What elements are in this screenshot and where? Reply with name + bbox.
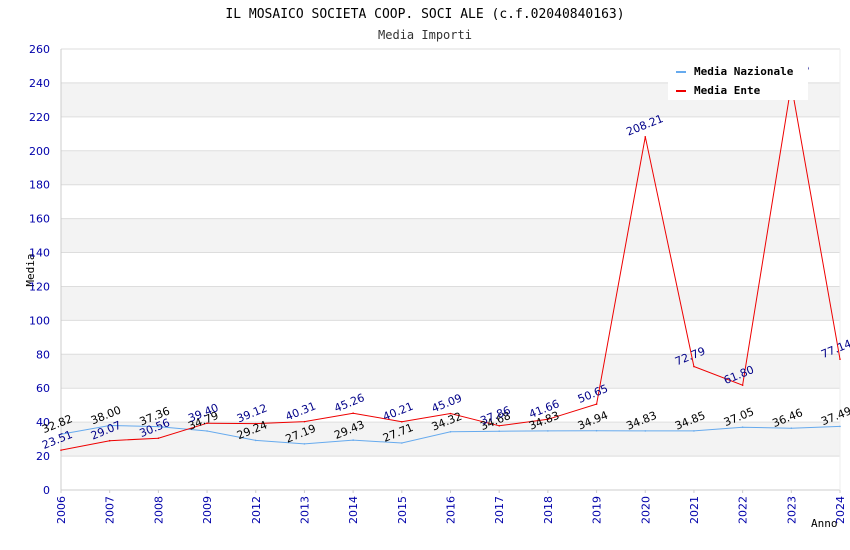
data-point-media-nazionale [303, 443, 306, 445]
x-tick-label: 2017 [493, 496, 506, 524]
x-axis-label: Anno [811, 517, 838, 530]
data-point-media-ente [352, 412, 354, 415]
data-point-media-nazionale [741, 426, 744, 428]
data-point-media-nazionale [401, 442, 403, 444]
x-tick-label: 2008 [152, 496, 165, 524]
data-point-media-nazionale [254, 439, 257, 442]
data-point-media-nazionale [352, 439, 354, 441]
plot-band [61, 218, 840, 253]
data-point-media-nazionale [108, 424, 111, 427]
plot-band [61, 150, 840, 185]
plot-band [61, 320, 840, 355]
series-group [60, 83, 841, 451]
x-tick-label: 2015 [396, 496, 409, 524]
data-point-media-ente [108, 439, 111, 442]
x-tick-label: 2012 [250, 496, 263, 524]
y-axis-label: Media [24, 253, 37, 286]
data-point-media-nazionale [449, 430, 452, 433]
x-tick-label: 2021 [688, 496, 701, 524]
data-point-media-ente [498, 424, 500, 427]
data-point-media-nazionale [157, 425, 160, 428]
legend: Media Nazionale Media Ente [668, 60, 808, 100]
x-tick-label: 2013 [298, 496, 311, 524]
y-tick-label: 200 [29, 145, 50, 158]
y-tick-labels: 0 20 40 60 80 100 120 140 160 180 200 220 240 260 [29, 43, 50, 497]
plot-band [61, 456, 840, 490]
chart-subtitle: Media Importi [378, 28, 472, 42]
x-tick-label: 2016 [445, 496, 458, 524]
plot-band [61, 184, 840, 219]
x-tick-label: 2009 [201, 496, 214, 524]
data-point-media-nazionale [547, 430, 549, 432]
legend-label-media-ente: Media Ente [694, 84, 761, 97]
y-tick-label: 180 [29, 179, 50, 192]
data-point-media-ente [595, 403, 598, 405]
y-tick-label: 0 [43, 484, 50, 497]
plot-band [61, 252, 840, 287]
data-point-media-ente [60, 449, 62, 451]
x-tick-label: 2024 [834, 496, 847, 524]
x-tick-label: 2022 [737, 496, 750, 524]
x-tick-labels: 2006 2007 2008 2009 2012 2013 2014 2015 2016 2017… [55, 496, 847, 524]
x-tick-label: 2019 [591, 496, 604, 524]
plot-band [61, 388, 840, 423]
data-point-media-ente [303, 420, 306, 423]
data-point-media-ente [157, 437, 160, 439]
plot-band [61, 354, 840, 389]
data-point-media-ente [693, 365, 695, 368]
y-tick-label: 40 [36, 416, 50, 429]
x-tick-label: 2007 [104, 496, 117, 524]
data-point-media-nazionale [498, 430, 500, 432]
y-tick-label: 20 [36, 450, 50, 463]
y-tick-label: 140 [29, 247, 50, 260]
data-point-media-nazionale [839, 425, 841, 428]
x-tick-label: 2020 [639, 496, 652, 524]
x-tick-label: 2014 [347, 496, 360, 524]
data-point-media-ente [741, 384, 744, 386]
x-tick-label: 2023 [785, 496, 798, 524]
data-point-media-ente [206, 422, 208, 424]
x-tick-label: 2018 [542, 496, 555, 524]
data-point-media-ente [449, 412, 452, 415]
chart-title: IL MOSAICO SOCIETA COOP. SOCI ALE (c.f.0… [225, 7, 624, 22]
y-tick-label: 60 [36, 382, 50, 395]
data-point-media-nazionale [60, 433, 62, 436]
plot-band [61, 116, 840, 151]
y-tick-label: 260 [29, 43, 50, 56]
data-point-media-nazionale [790, 427, 793, 429]
y-tick-label: 240 [29, 77, 50, 90]
data-point-media-nazionale [595, 429, 598, 432]
plot-band [61, 286, 840, 321]
x-tick-label: 2006 [55, 496, 68, 524]
data-point-media-ente [401, 420, 403, 423]
y-tick-label: 120 [29, 280, 50, 293]
y-tick-label: 160 [29, 213, 50, 226]
y-tick-label: 100 [29, 314, 50, 327]
axes [60, 49, 841, 493]
data-point-media-ente [644, 136, 647, 138]
data-point-media-nazionale [644, 430, 647, 432]
legend-label-media-nazionale: Media Nazionale [694, 65, 794, 78]
data-point-media-ente [254, 422, 257, 425]
data-point-media-nazionale [693, 430, 695, 432]
y-tick-label: 80 [36, 348, 50, 361]
data-point-media-ente [839, 358, 841, 360]
legend-background [668, 60, 808, 100]
data-point-media-nazionale [206, 430, 208, 432]
y-tick-label: 220 [29, 111, 50, 124]
gridlines [61, 48, 840, 491]
data-point-media-ente [547, 418, 549, 421]
plot-band [61, 422, 840, 457]
